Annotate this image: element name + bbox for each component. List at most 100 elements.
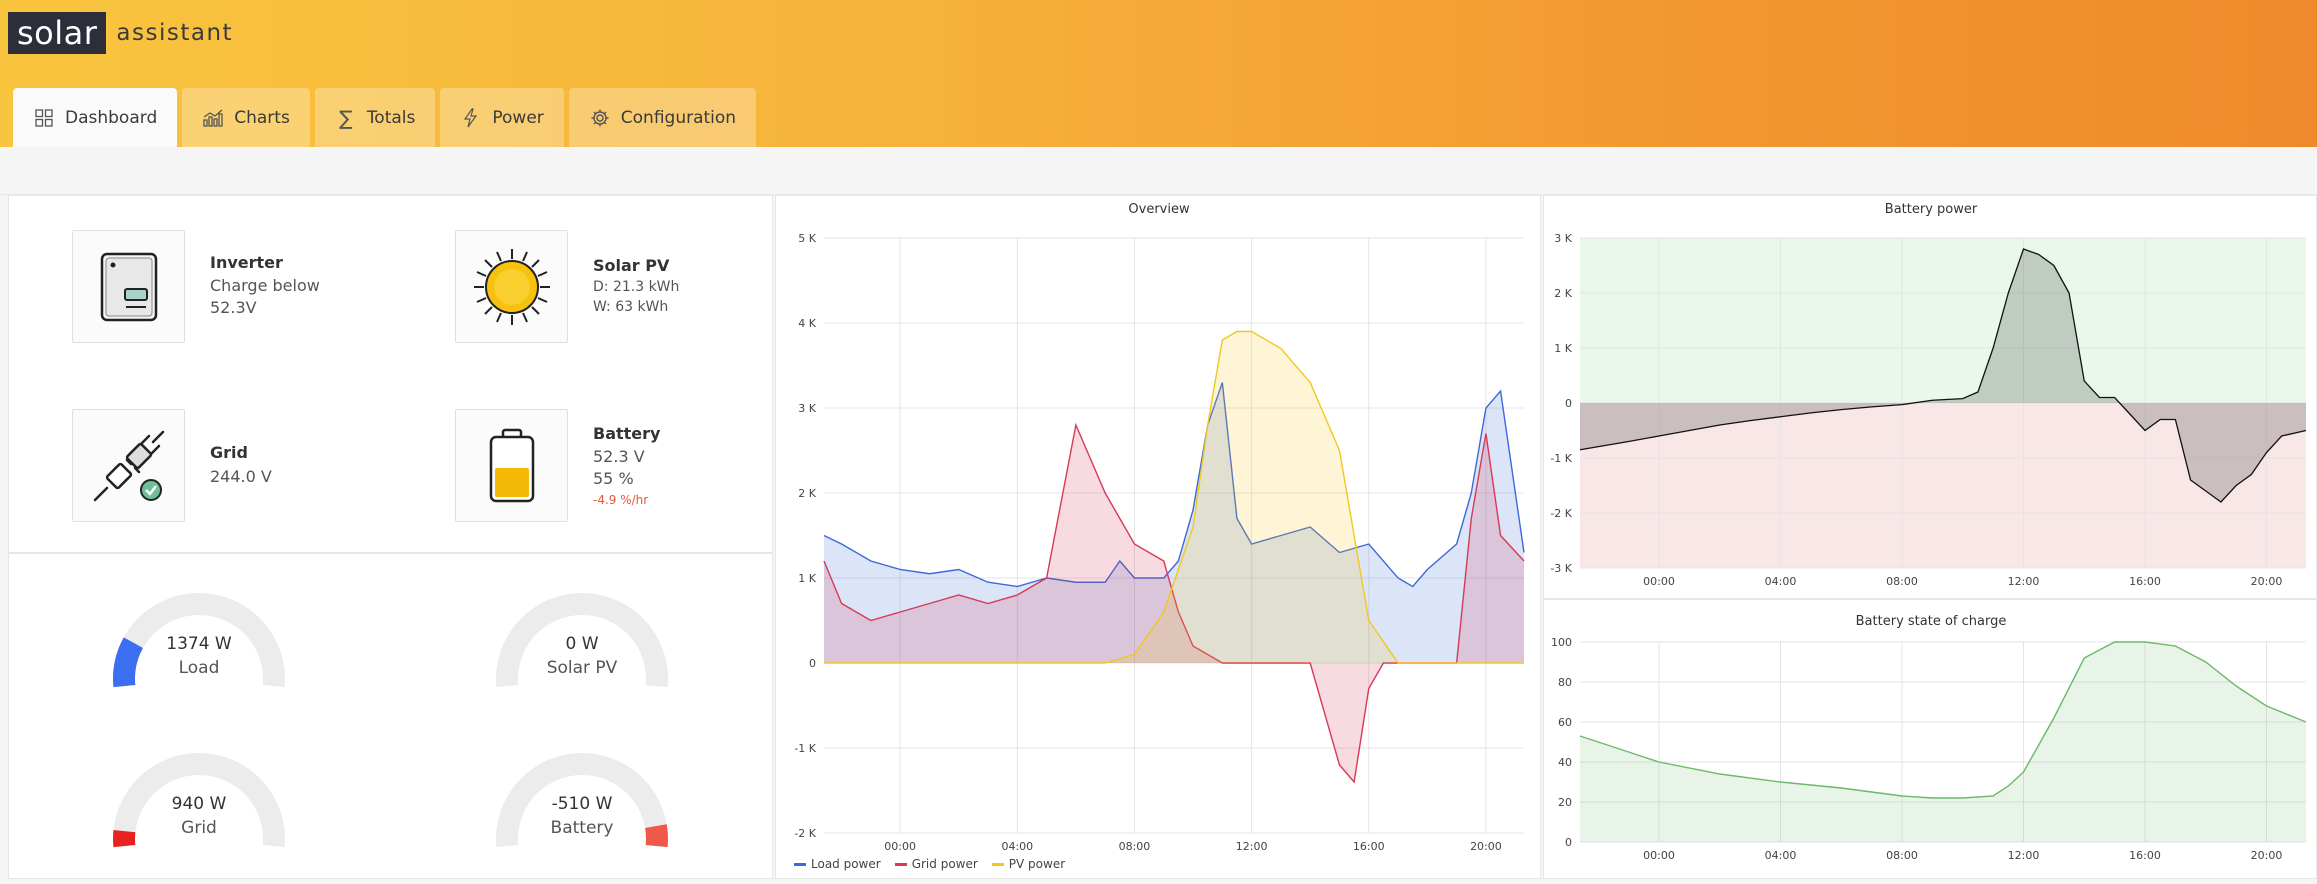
x-tick-label: 16:00 bbox=[2129, 849, 2161, 862]
solar-title: Solar PV bbox=[593, 256, 670, 275]
x-tick-label: 08:00 bbox=[1886, 849, 1918, 862]
overview-chart[interactable]: 5 K 4 K 3 K 2 K 1 K 0 -1 K -2 K 00:00 04:00 08:00 1… bbox=[776, 218, 1542, 878]
x-tick-label: 08:00 bbox=[1886, 575, 1918, 588]
x-tick-label: 12:00 bbox=[2008, 849, 2040, 862]
load-power-area bbox=[824, 382, 1524, 663]
status-panel: Inverter Charge below 52.3V Solar PV D: … bbox=[8, 195, 773, 553]
solar-daily: D: 21.3 kWh bbox=[593, 279, 680, 295]
x-tick-label: 00:00 bbox=[1643, 575, 1675, 588]
tab-totals[interactable]: ∑ Totals bbox=[314, 88, 436, 147]
inverter-card[interactable] bbox=[72, 230, 185, 343]
battery-soc: 55 % bbox=[593, 469, 634, 488]
solar-gauge-label: Solar PV bbox=[546, 658, 618, 678]
overview-legend: Load power Grid power PV power bbox=[794, 857, 1065, 871]
tab-configuration[interactable]: Configuration bbox=[568, 88, 757, 147]
battery-soc-chart[interactable]: 100 80 60 40 20 0 00:00 04:00 08:00 12:00 16:00 20:… bbox=[1544, 630, 2317, 880]
y-tick-label: 0 bbox=[1565, 836, 1572, 849]
y-tick-label: 5 K bbox=[798, 232, 816, 245]
battery-rate: -4.9 %/hr bbox=[593, 493, 649, 507]
sun-icon bbox=[473, 248, 550, 325]
battery-power-area bbox=[1580, 249, 2306, 502]
positive-band bbox=[1580, 238, 2306, 403]
battery-soc-title: Battery state of charge bbox=[1855, 614, 2007, 629]
battery-card[interactable] bbox=[455, 409, 568, 522]
y-tick-label: 3 K bbox=[798, 402, 816, 415]
app-logo[interactable]: solar assistant bbox=[8, 12, 233, 54]
grid-card[interactable] bbox=[72, 409, 185, 522]
x-tick-label: 16:00 bbox=[1353, 840, 1385, 853]
x-tick-label: 04:00 bbox=[1001, 840, 1033, 853]
battery-gauge-label: Battery bbox=[550, 818, 614, 838]
x-tick-label: 12:00 bbox=[2008, 575, 2040, 588]
battery-icon bbox=[489, 428, 534, 502]
grid-title: Grid bbox=[210, 443, 248, 462]
y-tick-label: -1 K bbox=[794, 742, 816, 755]
y-tick-label: 20 bbox=[1558, 796, 1572, 809]
gauge-track bbox=[112, 752, 285, 848]
overview-chart-panel: Overview 5 K 4 K 3 K 2 K 1 K 0 -1 K -2 K 00:00 04… bbox=[775, 195, 1541, 879]
gauge-fill bbox=[113, 829, 136, 848]
x-tick-label: 04:00 bbox=[1765, 849, 1797, 862]
app-header: solar assistant Dashboard Charts ∑ Total… bbox=[0, 0, 2317, 147]
x-tick-label: 04:00 bbox=[1765, 575, 1797, 588]
pv-power-line bbox=[824, 330, 1524, 664]
y-tick-label: 0 bbox=[809, 657, 816, 670]
x-tick-label: 20:00 bbox=[2251, 575, 2283, 588]
x-tick-label: 16:00 bbox=[2129, 575, 2161, 588]
inverter-title: Inverter bbox=[210, 253, 283, 272]
sub-toolbar bbox=[0, 147, 2317, 195]
tab-charts[interactable]: Charts bbox=[182, 88, 310, 147]
grid-gauge-label: Grid bbox=[181, 818, 217, 838]
gauge-fill bbox=[112, 637, 143, 688]
battery-power-chart[interactable]: 3 K 2 K 1 K 0 -1 K -2 K -3 K 00:00 04:00 08:00 12:… bbox=[1544, 218, 2317, 598]
battery-title: Battery bbox=[593, 424, 661, 443]
legend-load[interactable]: Load power bbox=[794, 857, 881, 871]
gauges bbox=[112, 592, 668, 848]
legend-pv[interactable]: PV power bbox=[991, 857, 1065, 871]
y-tick-label: 100 bbox=[1551, 636, 1572, 649]
legend-grid[interactable]: Grid power bbox=[894, 857, 978, 871]
inverter-status: Charge below bbox=[210, 276, 320, 295]
overview-title: Overview bbox=[1128, 202, 1190, 217]
y-tick-label: -3 K bbox=[1550, 562, 1572, 575]
grid-gauge-value: 940 W bbox=[171, 794, 227, 814]
battery-power-panel: Battery power 3 K 2 K 1 K 0 -1 K -2 K -3 K 00:0… bbox=[1543, 195, 2317, 599]
y-tick-label: 1 K bbox=[798, 572, 816, 585]
x-tick-label: 00:00 bbox=[884, 840, 916, 853]
y-tick-label: 80 bbox=[1558, 676, 1572, 689]
battery-power-line bbox=[1579, 248, 2307, 503]
battery-soc-area bbox=[1580, 642, 2306, 842]
logo-text: assistant bbox=[116, 20, 234, 46]
x-tick-label: 12:00 bbox=[1236, 840, 1268, 853]
sigma-icon: ∑ bbox=[339, 105, 353, 130]
tab-label: Charts bbox=[234, 107, 290, 128]
y-tick-label: 4 K bbox=[798, 317, 816, 330]
negative-band bbox=[1580, 403, 2306, 568]
inverter-icon bbox=[100, 252, 157, 321]
logo-mark: solar bbox=[8, 12, 107, 54]
battery-gauge-value: -510 W bbox=[551, 794, 613, 814]
plug-icon bbox=[93, 430, 164, 501]
gauge-track bbox=[112, 592, 286, 688]
load-gauge-label: Load bbox=[178, 658, 220, 678]
gear-icon bbox=[589, 107, 611, 129]
pv-power-area bbox=[824, 331, 1524, 663]
gauge-fill bbox=[645, 824, 668, 848]
gauges-panel: 1374 W Load 0 W Solar PV 940 W Grid -510… bbox=[8, 553, 773, 879]
bolt-icon bbox=[460, 107, 482, 129]
x-tick-label: 20:00 bbox=[1470, 840, 1502, 853]
grid-voltage: 244.0 V bbox=[210, 467, 272, 486]
tab-dashboard[interactable]: Dashboard bbox=[13, 88, 178, 147]
main-tabs: Dashboard Charts ∑ Totals Power Configur… bbox=[13, 88, 757, 147]
load-power-line bbox=[823, 382, 1525, 588]
y-tick-label: 0 bbox=[1565, 397, 1572, 410]
y-tick-label: -1 K bbox=[1550, 452, 1572, 465]
y-tick-label: 1 K bbox=[1554, 342, 1572, 355]
tab-power[interactable]: Power bbox=[440, 88, 564, 147]
y-tick-label: 2 K bbox=[1554, 287, 1572, 300]
solar-card[interactable] bbox=[455, 230, 568, 343]
grid-power-area bbox=[824, 425, 1524, 782]
battery-soc-panel: Battery state of charge 100 80 60 40 20 0 00:0… bbox=[1543, 599, 2317, 879]
y-tick-label: -2 K bbox=[794, 827, 816, 840]
tab-label: Configuration bbox=[620, 107, 737, 128]
